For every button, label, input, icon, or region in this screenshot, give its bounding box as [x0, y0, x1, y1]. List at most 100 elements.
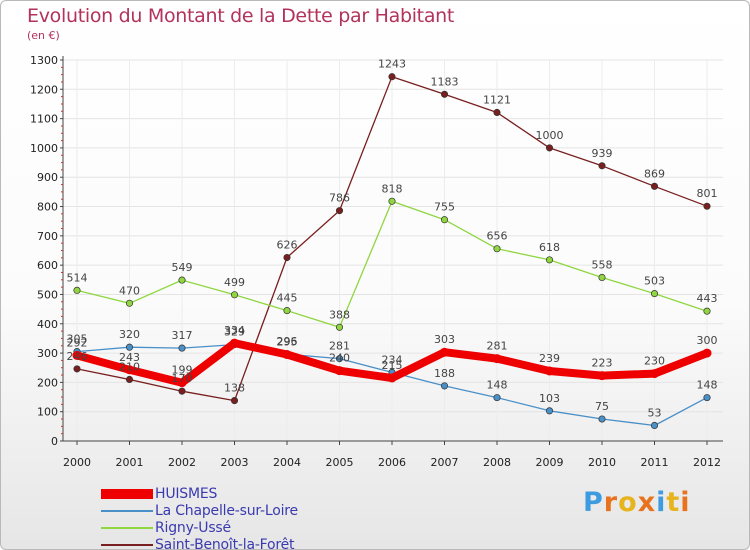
data-point — [283, 307, 291, 315]
y-tick-label: 1200 — [30, 83, 58, 96]
legend: HUISMES La Chapelle-sur-Loire Rigny-Ussé Sa… — [101, 485, 298, 550]
data-point — [125, 375, 134, 384]
data-point — [493, 108, 501, 117]
legend-swatch — [101, 488, 153, 499]
x-tick-label: 2010 — [588, 456, 616, 469]
x-tick-label: 2000 — [63, 456, 91, 469]
data-label: 148 — [697, 379, 718, 392]
y-tick-label: 1100 — [30, 113, 58, 126]
data-point — [73, 286, 81, 294]
data-point — [493, 245, 501, 253]
data-label: 138 — [224, 382, 245, 395]
x-tick-label: 2008 — [483, 456, 511, 469]
data-point — [598, 415, 606, 423]
logo-letter: P — [583, 487, 604, 518]
data-label: 215 — [382, 359, 403, 372]
data-point — [125, 343, 134, 351]
data-label: 281 — [329, 340, 350, 353]
data-label: 300 — [697, 334, 718, 347]
data-label: 1243 — [378, 58, 406, 71]
data-label: 75 — [595, 400, 609, 413]
data-label: 1183 — [431, 75, 459, 88]
data-label: 148 — [487, 379, 508, 392]
data-point — [177, 378, 187, 388]
data-point — [703, 307, 711, 315]
data-point — [335, 366, 344, 376]
legend-label: Saint-Benoît-la-Forêt — [155, 536, 295, 550]
data-label: 188 — [434, 367, 455, 380]
data-label: 755 — [434, 201, 455, 214]
data-point — [283, 253, 291, 262]
logo-letter: o — [618, 487, 638, 518]
data-point — [545, 256, 554, 264]
data-point — [230, 397, 239, 405]
data-point — [597, 371, 607, 381]
logo-letter: i — [680, 487, 691, 518]
y-tick-label: 500 — [37, 288, 58, 301]
data-point — [282, 350, 292, 360]
data-point — [230, 338, 239, 348]
y-tick-label: 100 — [37, 406, 58, 419]
y-tick-label: 300 — [37, 347, 58, 360]
data-point — [650, 369, 659, 379]
data-label: 320 — [119, 328, 140, 341]
data-label: 199 — [172, 364, 193, 377]
data-point — [545, 366, 554, 376]
data-label: 234 — [382, 353, 403, 366]
logo-letter: i — [656, 487, 667, 518]
data-label: 334 — [224, 324, 245, 337]
data-point — [702, 348, 712, 358]
data-label: 443 — [697, 292, 718, 305]
chart-title: Evolution du Montant de la Dette par Hab… — [27, 5, 455, 27]
logo-letter: r — [603, 487, 619, 518]
data-point — [335, 323, 344, 331]
x-tick-label: 2002 — [168, 456, 196, 469]
data-point — [492, 354, 502, 364]
legend-label: HUISMES — [155, 485, 218, 502]
logo-letter: x — [637, 487, 657, 518]
legend-item: La Chapelle-sur-Loire — [101, 502, 298, 519]
logo-letter: t — [666, 487, 681, 518]
data-label: 239 — [539, 352, 560, 365]
data-label: 445 — [277, 292, 298, 305]
x-tick-label: 2011 — [641, 456, 669, 469]
data-point — [388, 197, 396, 205]
data-point — [125, 299, 134, 307]
data-label: 303 — [434, 333, 455, 346]
y-tick-label: 400 — [37, 318, 58, 331]
data-point — [125, 365, 134, 375]
legend-item: HUISMES — [101, 485, 298, 502]
data-point — [650, 290, 659, 298]
data-label: 246 — [67, 350, 88, 363]
data-point — [73, 365, 81, 373]
x-tick-label: 2004 — [273, 456, 301, 469]
x-tick-label: 2007 — [431, 456, 459, 469]
data-label: 240 — [329, 352, 350, 365]
data-label: 103 — [539, 392, 560, 405]
y-tick-label: 200 — [37, 376, 58, 389]
x-tick-label: 2005 — [326, 456, 354, 469]
data-point — [335, 207, 344, 215]
y-tick-label: 1300 — [30, 54, 58, 67]
data-point — [178, 276, 186, 284]
data-point — [230, 291, 239, 299]
data-point — [545, 407, 554, 415]
x-tick-label: 2006 — [378, 456, 406, 469]
data-label: 223 — [592, 357, 613, 370]
data-label: 786 — [329, 192, 350, 205]
data-label: 869 — [644, 167, 665, 180]
x-tick-label: 2009 — [536, 456, 564, 469]
data-label: 295 — [277, 336, 298, 349]
data-point — [545, 144, 554, 152]
data-point — [178, 344, 186, 352]
data-label: 230 — [644, 355, 665, 368]
y-tick-label: 600 — [37, 259, 58, 272]
data-point — [598, 273, 606, 282]
data-label: 558 — [592, 258, 613, 271]
data-label: 626 — [277, 239, 298, 252]
data-label: 210 — [119, 360, 140, 373]
data-point — [703, 202, 711, 210]
legend-item: Saint-Benoît-la-Forêt — [101, 536, 298, 550]
data-label: 618 — [539, 241, 560, 254]
